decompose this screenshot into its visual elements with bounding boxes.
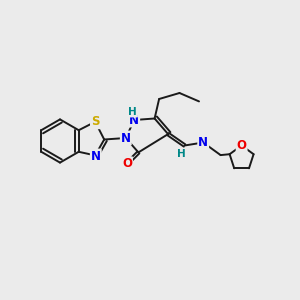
Text: S: S	[91, 115, 100, 128]
Text: N: N	[129, 113, 139, 127]
Text: N: N	[198, 136, 208, 149]
Text: H: H	[177, 149, 185, 159]
Text: O: O	[237, 139, 247, 152]
Text: H: H	[128, 106, 137, 117]
Text: N: N	[91, 149, 101, 163]
Text: N: N	[121, 131, 131, 145]
Text: O: O	[122, 157, 132, 170]
